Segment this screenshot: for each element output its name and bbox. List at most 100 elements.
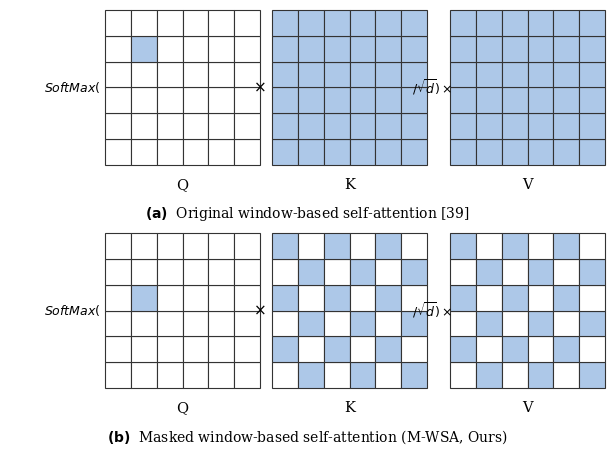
Bar (502, 311, 527, 336)
Bar (208, 10, 234, 36)
Bar (349, 311, 375, 336)
Bar (105, 311, 131, 336)
Bar (324, 114, 349, 139)
Bar (272, 336, 298, 362)
Bar (208, 36, 234, 62)
Bar (272, 114, 298, 139)
Bar (298, 114, 324, 139)
Bar (157, 362, 182, 388)
Bar (502, 62, 527, 88)
Bar (401, 233, 427, 259)
Bar (208, 311, 234, 336)
Bar (349, 233, 375, 259)
Bar (157, 88, 182, 114)
Bar (450, 336, 476, 362)
Bar (208, 114, 234, 139)
Bar (182, 336, 208, 362)
Bar (450, 362, 476, 388)
Bar (401, 362, 427, 388)
Bar (105, 362, 131, 388)
Bar (476, 362, 502, 388)
Bar (324, 259, 349, 285)
Text: Q: Q (176, 401, 188, 415)
Bar (298, 336, 324, 362)
Bar (476, 233, 502, 259)
Bar (502, 285, 527, 311)
Bar (157, 114, 182, 139)
Bar (105, 139, 131, 165)
Bar (579, 139, 605, 165)
Bar (527, 88, 553, 114)
Bar (157, 36, 182, 62)
Bar (375, 62, 401, 88)
Bar (298, 36, 324, 62)
Bar (579, 10, 605, 36)
Bar (298, 362, 324, 388)
Bar (182, 36, 208, 62)
Bar (324, 62, 349, 88)
Bar (502, 139, 527, 165)
Bar (502, 233, 527, 259)
Bar (579, 114, 605, 139)
Bar (349, 10, 375, 36)
Bar (324, 362, 349, 388)
Bar (349, 336, 375, 362)
Bar (401, 285, 427, 311)
Bar (157, 62, 182, 88)
Bar (349, 62, 375, 88)
Bar (324, 10, 349, 36)
Bar (349, 259, 375, 285)
Bar (131, 139, 157, 165)
Bar (272, 233, 298, 259)
Bar (375, 362, 401, 388)
Bar (105, 88, 131, 114)
Bar (502, 114, 527, 139)
Bar (476, 139, 502, 165)
Bar (182, 259, 208, 285)
Bar (553, 10, 579, 36)
Bar (324, 311, 349, 336)
Text: Q: Q (176, 178, 188, 192)
Bar (131, 10, 157, 36)
Bar (324, 336, 349, 362)
Bar (553, 62, 579, 88)
Bar (579, 311, 605, 336)
Bar (234, 233, 260, 259)
Bar (553, 311, 579, 336)
Bar (272, 88, 298, 114)
Bar (375, 10, 401, 36)
Bar (324, 233, 349, 259)
Bar (502, 259, 527, 285)
Bar (272, 311, 298, 336)
Bar (131, 62, 157, 88)
Bar (527, 311, 553, 336)
Bar (450, 62, 476, 88)
Bar (131, 36, 157, 62)
Bar (553, 259, 579, 285)
Text: V: V (522, 401, 533, 415)
Bar (105, 10, 131, 36)
Text: $/\sqrt{d})\times$: $/\sqrt{d})\times$ (411, 78, 453, 97)
Bar (234, 10, 260, 36)
Bar (349, 36, 375, 62)
Bar (527, 36, 553, 62)
Bar (527, 259, 553, 285)
Bar (234, 36, 260, 62)
Bar (502, 10, 527, 36)
Bar (502, 362, 527, 388)
Bar (105, 259, 131, 285)
Bar (553, 233, 579, 259)
Bar (375, 259, 401, 285)
Bar (375, 36, 401, 62)
Bar (401, 10, 427, 36)
Bar (234, 285, 260, 311)
Bar (401, 62, 427, 88)
Bar (349, 139, 375, 165)
Bar (476, 62, 502, 88)
Bar (553, 336, 579, 362)
Bar (272, 139, 298, 165)
Bar (157, 233, 182, 259)
Bar (401, 336, 427, 362)
Text: K: K (344, 401, 355, 415)
Bar (450, 285, 476, 311)
